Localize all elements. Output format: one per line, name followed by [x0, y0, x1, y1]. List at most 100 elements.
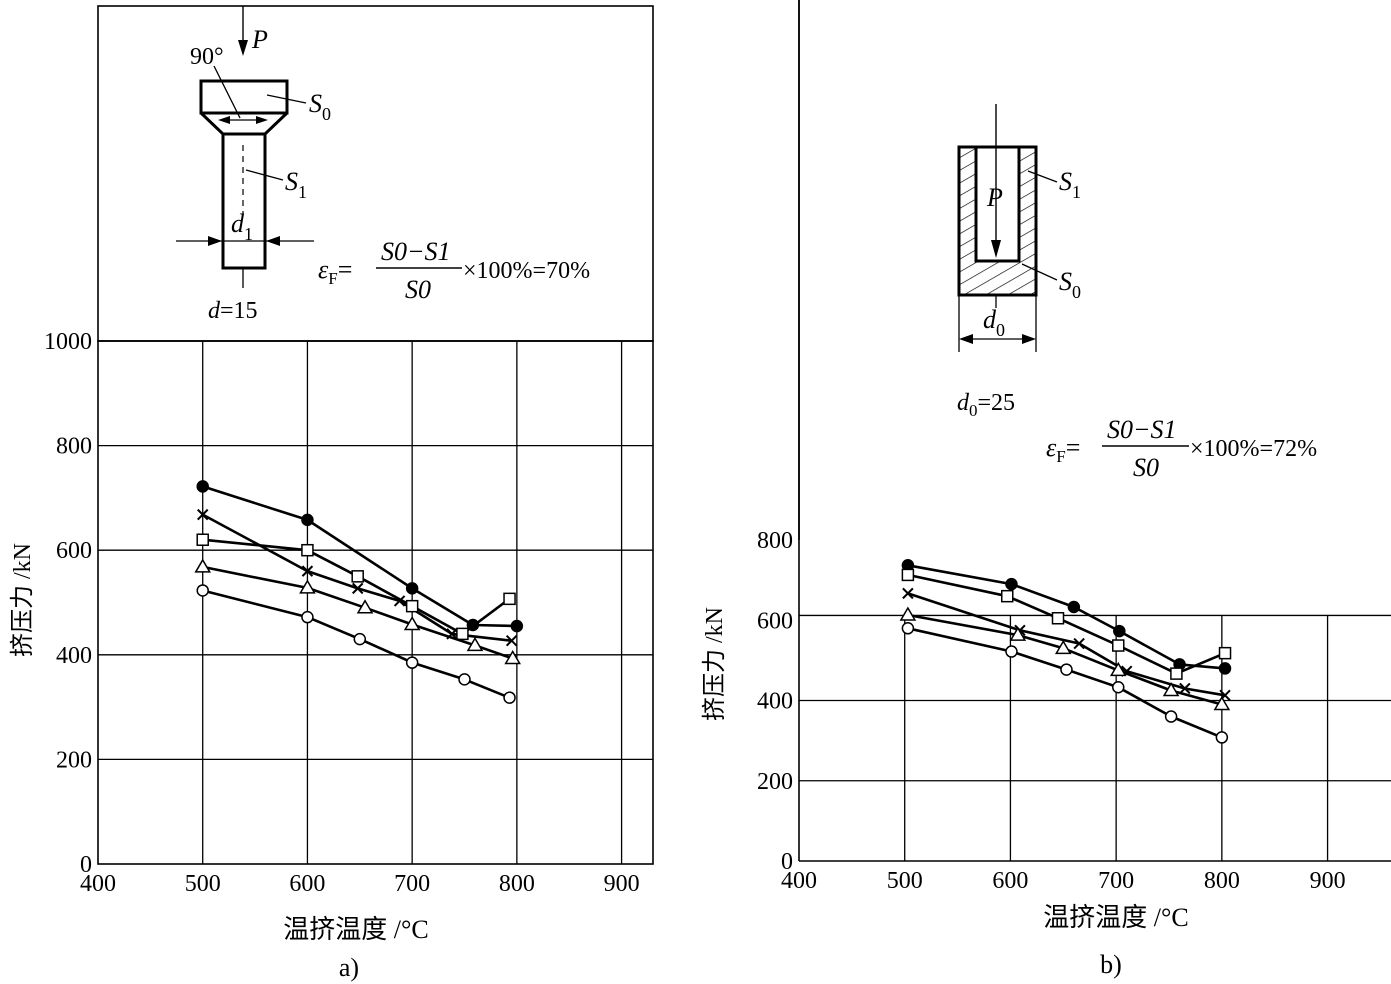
- series-line-a-circle: [202, 589, 510, 699]
- x-tick-label: 800: [1204, 868, 1240, 894]
- data-point-a-triangle: [403, 615, 421, 631]
- data-point-a-square: [301, 543, 314, 557]
- xlabel-b: 温挤温度 /°C: [1043, 903, 1188, 932]
- data-point-a-filled-circle: [405, 582, 419, 595]
- panel-a: 90° P S0 S1 d1 d=15 εF= S0−S1 S0 ×100%=7…: [9, 5, 654, 982]
- y-tick-label: 800: [56, 434, 92, 460]
- data-point-b-square: [1001, 589, 1014, 603]
- data-point-b-square: [1218, 646, 1232, 660]
- data-point-b-square: [1112, 639, 1125, 652]
- eq-denominator-a: S0: [405, 275, 431, 304]
- series-a: [194, 480, 524, 704]
- data-point-a-filled-circle: [196, 480, 209, 493]
- data-point-a-circle: [503, 691, 516, 704]
- xlabel-a: 温挤温度 /°C: [283, 915, 428, 944]
- s0-leader-a: [266, 94, 307, 104]
- d-caption-a: d=15: [208, 298, 258, 324]
- data-point-b-cross: [902, 587, 914, 600]
- eq-result-b: ×100%=72%: [1190, 436, 1317, 462]
- d0-dim-right-head-b: [1022, 334, 1036, 344]
- x-tick-label: 600: [992, 868, 1028, 894]
- s0-leader-b: [1021, 263, 1058, 281]
- data-point-a-circle: [301, 610, 314, 624]
- series-line-b-cross: [907, 592, 1226, 697]
- data-point-a-square: [456, 627, 469, 641]
- data-point-b-filled-circle: [1067, 600, 1081, 614]
- x-tick-label: 600: [289, 871, 325, 897]
- base-b: [959, 261, 1036, 295]
- data-point-b-triangle: [1109, 661, 1127, 677]
- data-point-a-triangle: [299, 579, 316, 594]
- force-label-b: P: [986, 183, 1003, 212]
- strain-symbol-a: εF=: [318, 255, 352, 288]
- angle-leader-a: [213, 65, 241, 119]
- data-point-b-circle: [1112, 681, 1125, 694]
- d1-dim-right-head-a: [266, 236, 280, 246]
- data-point-b-square: [1051, 611, 1065, 625]
- data-point-a-triangle: [466, 636, 484, 652]
- cone-dim-left-head-a: [218, 116, 230, 124]
- specimen-shank-a: [221, 132, 267, 270]
- data-point-b-triangle: [1162, 681, 1180, 697]
- specimen-head-a: [199, 79, 289, 115]
- force-arrowhead-b: [991, 240, 1001, 258]
- data-point-b-triangle: [1009, 626, 1027, 641]
- data-point-b-circle: [1060, 663, 1073, 676]
- s0-label-a: S0: [309, 89, 331, 124]
- d0-dim-left-head-b: [959, 334, 973, 344]
- plot-frame-a: [97, 340, 654, 865]
- angle-label-a: 90°: [190, 44, 224, 70]
- data-point-a-triangle: [504, 649, 521, 665]
- data-point-b-triangle: [1054, 639, 1072, 655]
- y-tick-label: 1000: [44, 329, 92, 355]
- data-point-a-circle: [353, 632, 367, 646]
- x-tick-label: 400: [80, 871, 116, 897]
- eq-denominator-b: S0: [1133, 453, 1159, 482]
- eq-numerator-b: S0−S1: [1107, 415, 1177, 444]
- data-point-a-circle: [405, 656, 419, 669]
- series-line-b-square: [907, 573, 1226, 675]
- d1-label-a: d1: [231, 209, 253, 244]
- data-point-a-cross: [351, 582, 364, 595]
- y-tick-label: 800: [757, 528, 793, 554]
- y-tick-label: 0: [80, 852, 92, 878]
- data-point-b-square: [901, 568, 915, 582]
- inset-frame-a: [97, 5, 654, 342]
- y-tick-label: 0: [781, 849, 793, 875]
- series-line-a-triangle: [202, 565, 514, 660]
- data-point-b-triangle: [1213, 696, 1231, 711]
- data-point-a-cross: [505, 634, 518, 647]
- data-point-a-cross: [197, 508, 209, 521]
- data-point-b-filled-circle: [1218, 662, 1232, 675]
- grid-a: [97, 340, 654, 865]
- s1-leader-b: [1027, 170, 1058, 183]
- eq-result-a: ×100%=70%: [463, 258, 590, 284]
- data-point-b-circle: [1164, 710, 1178, 723]
- panel-label-a: a): [339, 953, 359, 982]
- d1-dim-left-head-a: [208, 236, 222, 246]
- x-tick-label: 900: [1310, 868, 1346, 894]
- cup-outer-b: [957, 145, 1038, 297]
- y-tick-label: 400: [56, 643, 92, 669]
- x-tick-label: 400: [781, 868, 817, 894]
- specimen-cone-a: [199, 111, 289, 136]
- data-point-b-square: [1170, 667, 1183, 680]
- y-tick-label: 400: [757, 689, 793, 715]
- series-line-b-filled-circle: [907, 564, 1226, 670]
- y-tick-label: 200: [56, 747, 92, 773]
- d-caption-b: d0=25: [957, 390, 1015, 420]
- cone-dim-right-head-a: [256, 116, 268, 124]
- data-point-b-circle: [901, 622, 915, 635]
- panel-label-b: b): [1100, 950, 1122, 979]
- data-point-a-circle: [458, 673, 471, 686]
- x-tick-label: 900: [604, 871, 640, 897]
- x-tick-label: 700: [1098, 868, 1134, 894]
- tick-labels-b: 400 500 600 700 800 900 0 200 400 600 800: [757, 528, 1346, 894]
- d0-label-b: d0: [983, 305, 1005, 340]
- series-line-a-square: [202, 538, 511, 636]
- data-point-b-cross: [1179, 682, 1191, 695]
- data-point-a-triangle: [194, 558, 212, 573]
- data-point-a-cross: [301, 565, 314, 577]
- data-point-b-triangle: [899, 606, 917, 621]
